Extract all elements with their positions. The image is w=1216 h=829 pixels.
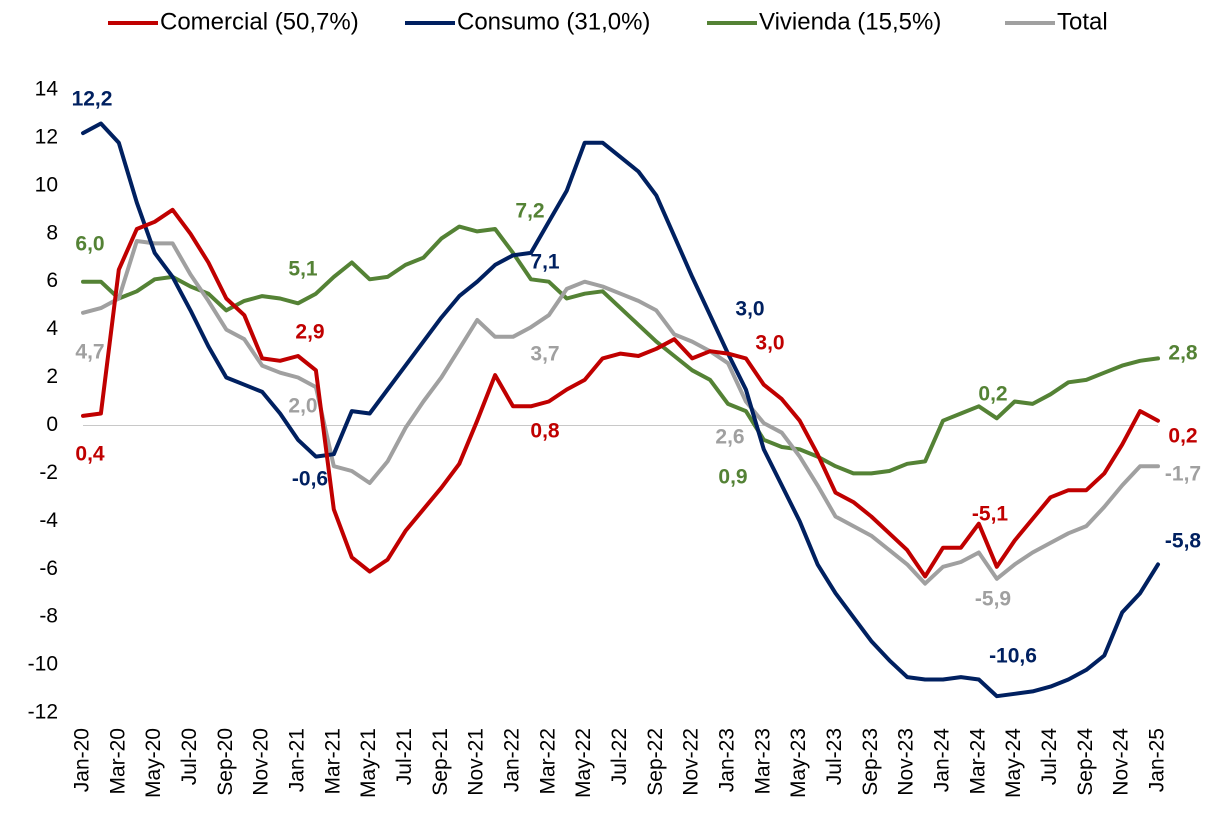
- data-label: -5,1: [972, 503, 1009, 526]
- x-tick-label: Jan-22: [501, 728, 524, 792]
- y-tick-label: 2: [46, 365, 58, 388]
- x-tick-label: May-23: [787, 728, 810, 798]
- x-tick-label: Jan-24: [931, 728, 954, 793]
- data-label: 2,6: [715, 426, 744, 449]
- data-label: 2,0: [288, 395, 317, 418]
- legend-label: Total: [1057, 8, 1108, 35]
- data-label: -5,9: [975, 588, 1011, 611]
- x-tick-label: Nov-21: [465, 728, 488, 796]
- x-tick-label: Nov-24: [1110, 728, 1133, 796]
- y-tick-label: -12: [28, 701, 58, 724]
- data-label: -1,7: [1165, 463, 1201, 486]
- data-label: 0,9: [718, 466, 747, 489]
- data-label: 7,2: [515, 200, 544, 223]
- legend-label: Comercial (50,7%): [160, 8, 359, 35]
- data-label: 3,7: [530, 343, 559, 366]
- x-tick-label: Sep-21: [429, 728, 452, 796]
- y-tick-label: -8: [39, 605, 58, 628]
- x-tick-label: Nov-23: [895, 728, 918, 796]
- y-tick-label: -4: [39, 509, 58, 532]
- x-tick-label: Nov-22: [680, 728, 703, 796]
- x-tick-label: May-24: [1002, 728, 1025, 798]
- x-tick-label: Jul-23: [823, 728, 846, 785]
- x-tick-label: Jan-25: [1146, 728, 1169, 792]
- data-label: 5,1: [288, 258, 318, 281]
- y-tick-label: -2: [39, 461, 58, 484]
- series-line: [81, 224, 1160, 476]
- data-label: 3,0: [755, 332, 784, 355]
- data-label: 3,0: [735, 298, 764, 321]
- x-tick-label: Jul-22: [608, 728, 631, 785]
- series-line: [81, 121, 1160, 699]
- data-label: 7,1: [530, 251, 560, 274]
- legend-label: Vivienda (15,5%): [759, 8, 941, 35]
- y-tick-label: 12: [35, 125, 58, 148]
- x-tick-label: Nov-20: [250, 728, 273, 796]
- data-label: -10,6: [989, 645, 1037, 668]
- y-tick-label: -6: [39, 557, 58, 580]
- x-tick-label: Mar-22: [536, 728, 559, 795]
- data-label: 12,2: [72, 88, 113, 111]
- x-tick-label: May-20: [142, 728, 165, 798]
- x-tick-label: Mar-24: [966, 728, 989, 795]
- data-label: 6,0: [75, 233, 104, 256]
- y-tick-label: 6: [46, 269, 58, 292]
- data-label: -0,6: [292, 468, 328, 491]
- x-tick-label: Sep-24: [1074, 728, 1097, 796]
- x-tick-label: Jan-20: [71, 728, 94, 792]
- data-label: -5,8: [1165, 530, 1202, 553]
- x-tick-label: Mar-20: [106, 728, 129, 795]
- x-tick-label: Jul-20: [178, 728, 201, 785]
- legend-label: Consumo (31,0%): [457, 8, 650, 35]
- x-tick-label: Sep-23: [859, 728, 882, 796]
- x-tick-label: Jan-23: [716, 728, 739, 792]
- y-tick-label: 14: [35, 78, 59, 101]
- data-label: 0,2: [978, 383, 1007, 406]
- data-label: 2,8: [1168, 342, 1198, 365]
- data-label: 0,8: [530, 420, 560, 443]
- x-tick-label: Sep-20: [214, 728, 237, 796]
- x-tick-label: Mar-23: [751, 728, 774, 795]
- y-tick-label: 8: [46, 221, 58, 244]
- x-tick-label: Sep-22: [644, 728, 667, 796]
- data-label: 4,7: [75, 341, 104, 364]
- data-label: 0,4: [75, 443, 105, 466]
- y-tick-label: 4: [46, 317, 58, 340]
- y-tick-label: -10: [28, 653, 58, 676]
- x-tick-label: May-21: [357, 728, 380, 798]
- series-line: [81, 207, 1160, 579]
- x-tick-label: May-22: [572, 728, 595, 798]
- data-label: 0,2: [1168, 425, 1197, 448]
- x-tick-label: Jan-21: [286, 728, 309, 792]
- series-line: [81, 239, 1160, 586]
- x-tick-label: Mar-21: [321, 728, 344, 795]
- y-tick-label: 0: [46, 413, 58, 436]
- x-tick-label: Jul-24: [1038, 728, 1061, 786]
- data-label: 2,9: [295, 321, 324, 344]
- x-tick-label: Jul-21: [393, 728, 416, 785]
- y-tick-label: 10: [35, 173, 58, 196]
